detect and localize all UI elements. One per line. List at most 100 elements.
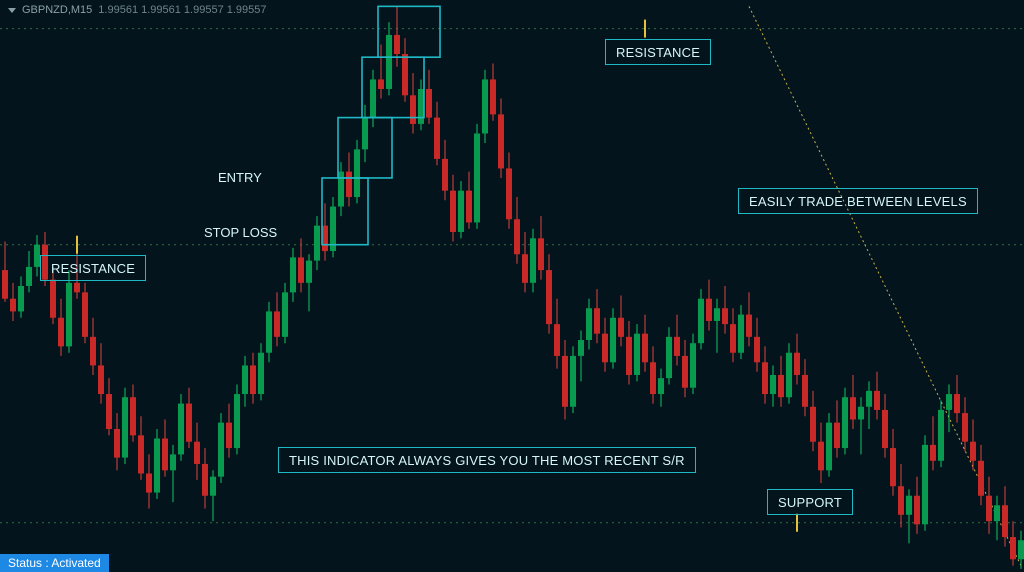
chart-root[interactable]: GBPNZD,M15 1.99561 1.99561 1.99557 1.995… [0, 0, 1024, 572]
candle-body [162, 439, 168, 471]
candle-body [242, 365, 248, 394]
candle-body [698, 299, 704, 343]
candle-body [650, 362, 656, 394]
candle-body [170, 454, 176, 470]
candle-body [386, 35, 392, 89]
candle-body [410, 95, 416, 124]
candle-body [666, 337, 672, 378]
candle-body [530, 238, 536, 282]
candle-body [250, 365, 256, 394]
label-resistance-top: RESISTANCE [605, 39, 711, 65]
candle-body [498, 114, 504, 168]
candle-body [218, 423, 224, 477]
candle-body [714, 308, 720, 321]
candle-body [538, 238, 544, 270]
candle-body [138, 435, 144, 473]
candle-body [1002, 505, 1008, 537]
candle-body [794, 353, 800, 375]
candle-body [682, 356, 688, 388]
candle-body [450, 191, 456, 232]
candle-body [970, 442, 976, 461]
candle-body [522, 254, 528, 283]
candle-body [842, 397, 848, 448]
chart-svg[interactable] [0, 0, 1024, 572]
candle-body [770, 375, 776, 394]
candle-body [1018, 540, 1024, 559]
label-trade-between: EASILY TRADE BETWEEN LEVELS [738, 188, 978, 214]
candle-body [730, 324, 736, 353]
candle-body [706, 299, 712, 321]
symbol-text: GBPNZD,M15 [22, 4, 92, 16]
candle-body [570, 356, 576, 407]
candle-body [290, 257, 296, 292]
candle-body [946, 394, 952, 410]
candle-body [786, 353, 792, 397]
candle-body [762, 362, 768, 394]
candle-body [642, 334, 648, 363]
candle-body [954, 394, 960, 413]
candle-body [202, 464, 208, 496]
candle-body [738, 315, 744, 353]
candle-body [322, 226, 328, 251]
candle-body [986, 496, 992, 521]
candle-body [482, 79, 488, 133]
label-entry: ENTRY [218, 170, 262, 185]
candle-body [818, 442, 824, 471]
candle-body [618, 318, 624, 337]
candle-body [922, 445, 928, 524]
ohlc-text: 1.99561 1.99561 1.99557 1.99557 [98, 4, 266, 16]
candle-body [722, 308, 728, 324]
candle-body [594, 308, 600, 333]
label-support: SUPPORT [767, 489, 853, 515]
candle-body [490, 79, 496, 114]
label-stop-loss: STOP LOSS [204, 225, 277, 240]
candle-body [866, 391, 872, 407]
candle-body [690, 343, 696, 387]
candle-body [658, 378, 664, 394]
candle-body [266, 311, 272, 352]
candle-body [674, 337, 680, 356]
candle-body [506, 168, 512, 219]
candle-body [154, 439, 160, 493]
label-resistance-left: RESISTANCE [40, 255, 146, 281]
candle-body [914, 496, 920, 525]
candle-body [802, 375, 808, 407]
candle-body [458, 191, 464, 232]
candle-body [858, 407, 864, 420]
candle-body [178, 404, 184, 455]
candle-body [194, 442, 200, 464]
candle-body [834, 423, 840, 448]
dropdown-icon [8, 8, 16, 13]
candle-body [106, 394, 112, 429]
candle-body [226, 423, 232, 448]
candle-body [130, 397, 136, 435]
candle-body [586, 308, 592, 340]
candle-body [978, 461, 984, 496]
candle-body [98, 365, 104, 394]
candle-body [466, 191, 472, 223]
candle-body [602, 334, 608, 363]
candle-body [418, 89, 424, 124]
candle-body [146, 473, 152, 492]
candle-body [314, 226, 320, 261]
candle-body [938, 410, 944, 461]
candle-body [898, 486, 904, 515]
candle-body [90, 337, 96, 366]
candle-body [378, 79, 384, 89]
candle-body [26, 267, 32, 286]
candle-body [962, 413, 968, 442]
candle-body [778, 375, 784, 397]
candle-body [562, 356, 568, 407]
candle-body [306, 261, 312, 283]
candle-body [50, 280, 56, 318]
candle-body [346, 172, 352, 197]
candle-body [882, 410, 888, 448]
candle-body [1010, 537, 1016, 559]
candle-body [338, 172, 344, 207]
candle-body [634, 334, 640, 375]
candle-body [746, 315, 752, 337]
candle-body [826, 423, 832, 471]
candle-body [906, 496, 912, 515]
entry-rect [322, 178, 368, 245]
candle-body [298, 257, 304, 282]
